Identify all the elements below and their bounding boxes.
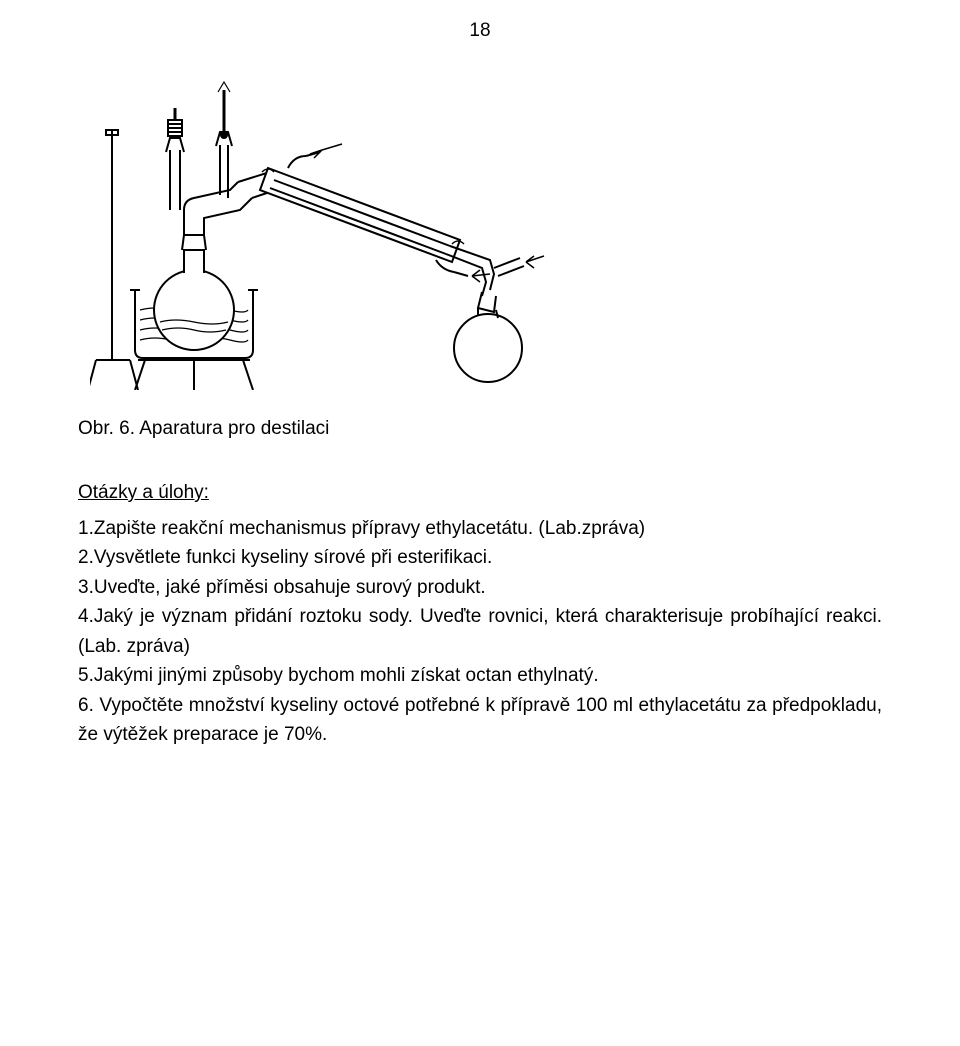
figure-caption: Obr. 6. Aparatura pro destilaci (78, 418, 882, 440)
question-6: 6. Vypočtěte množství kyseliny octové po… (78, 691, 882, 750)
document-page: 18 (0, 0, 960, 1046)
question-2: 2.Vysvětlete funkci kyseliny sírové při … (78, 543, 882, 572)
page-number: 18 (78, 20, 882, 42)
question-5: 5.Jakými jinými způsoby bychom mohli zís… (78, 661, 882, 690)
question-1: 1.Zapište reakční mechanismus přípravy e… (78, 514, 882, 543)
question-3: 3.Uveďte, jaké příměsi obsahuje surový p… (78, 573, 882, 602)
section-title: Otázky a úlohy: (78, 482, 882, 504)
questions-block: 1.Zapište reakční mechanismus přípravy e… (78, 514, 882, 750)
question-4: 4.Jaký je význam přidání roztoku sody. U… (78, 602, 882, 661)
distillation-svg (90, 60, 600, 390)
figure-distillation-apparatus (90, 60, 882, 390)
